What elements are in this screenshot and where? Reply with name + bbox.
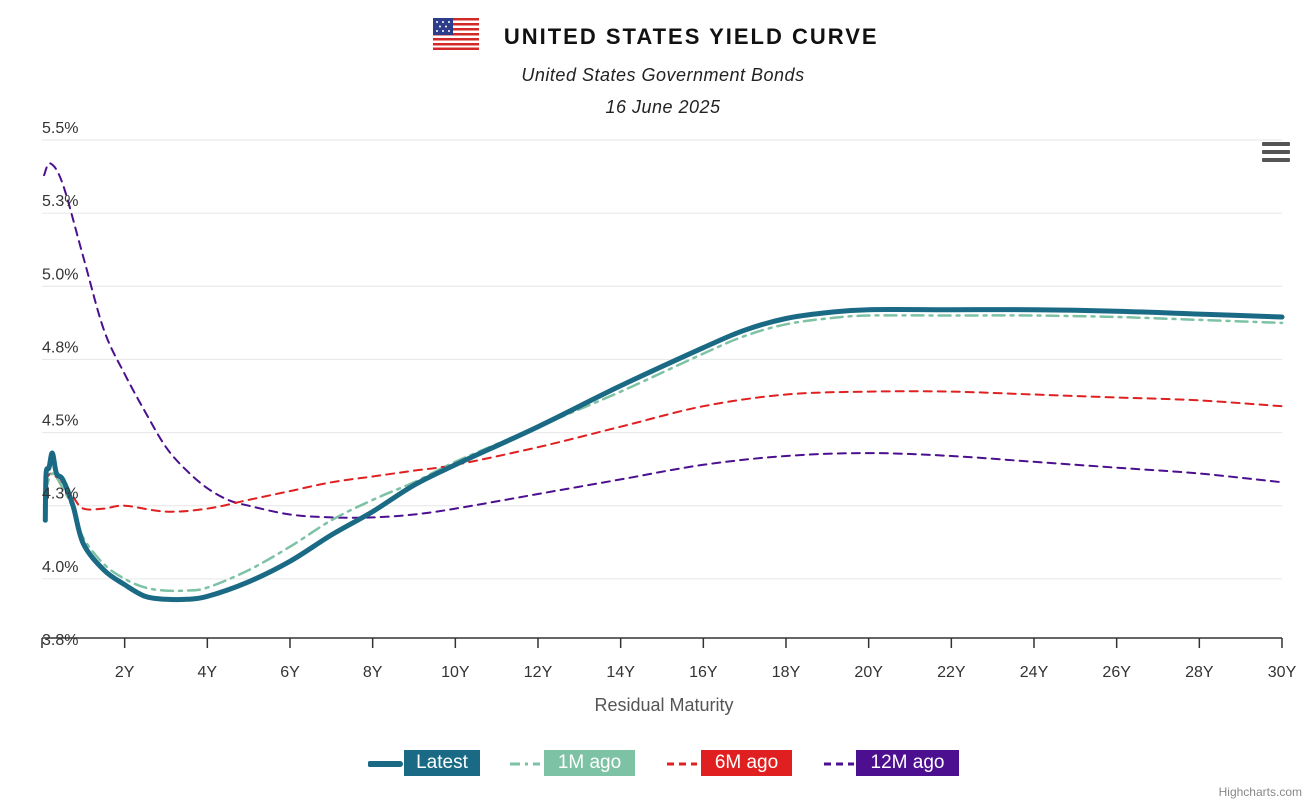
y-axis-labels: 3.8% 4.0% 4.3% 4.5% 4.8% 5.0% 5.3% 5.5% — [42, 120, 78, 649]
legend-label-6m-ago: 6M ago — [701, 750, 792, 776]
x-axis-title: Residual Maturity — [594, 695, 733, 715]
x-tick-label: 4Y — [198, 664, 218, 681]
x-tick-label: 24Y — [1020, 664, 1049, 681]
x-tick-label: 30Y — [1268, 664, 1297, 681]
legend-item-1m-ago[interactable]: 1M ago — [508, 748, 635, 778]
legend-item-latest[interactable]: Latest — [368, 748, 480, 778]
series-lines — [42, 162, 1285, 603]
series-line-latest[interactable] — [42, 306, 1285, 603]
legend-symbol-6m-ago — [667, 762, 697, 766]
x-axis: 2Y 4Y 6Y 8Y 10Y 12Y 14Y 16Y 18Y 20Y 22Y 24Y 26Y 28Y 30… — [41, 637, 1297, 681]
y-tick-label: 4.8% — [42, 339, 78, 356]
x-tick-label: 12Y — [524, 664, 553, 681]
x-tick-label: 8Y — [363, 664, 383, 681]
y-tick-label: 4.5% — [42, 413, 78, 430]
x-tick-label: 14Y — [606, 664, 635, 681]
x-tick-label: 18Y — [772, 664, 801, 681]
series-line-6m-ago[interactable] — [44, 390, 1283, 513]
chart-legend: Latest 1M ago 6M ago 12M ago — [0, 748, 1312, 778]
x-tick-label: 20Y — [854, 664, 883, 681]
chart-date: 16 June 2025 — [605, 97, 721, 117]
legend-label-latest: Latest — [404, 750, 480, 776]
legend-label-12m-ago: 12M ago — [856, 750, 959, 776]
series-line-1m-ago[interactable] — [44, 314, 1284, 593]
legend-symbol-1m-ago — [510, 762, 540, 766]
series-line-12m-ago[interactable] — [43, 162, 1283, 519]
hamburger-menu-icon[interactable] — [1262, 142, 1290, 166]
legend-label-1m-ago: 1M ago — [544, 750, 635, 776]
x-tick-label: 16Y — [689, 664, 718, 681]
y-tick-label: 5.5% — [42, 120, 78, 137]
x-tick-label: 2Y — [115, 664, 135, 681]
y-tick-label: 4.0% — [42, 559, 78, 576]
legend-item-12m-ago[interactable]: 12M ago — [822, 748, 959, 778]
y-tick-label: 5.0% — [42, 266, 78, 283]
legend-symbol-latest — [368, 761, 403, 767]
y-tick-label: 3.8% — [42, 632, 78, 649]
x-tick-label: 28Y — [1185, 664, 1214, 681]
legend-item-6m-ago[interactable]: 6M ago — [665, 748, 792, 778]
x-tick-label: 22Y — [937, 664, 966, 681]
grid-lines — [42, 139, 1282, 580]
chart-subtitle: United States Government Bonds — [521, 65, 805, 85]
chart-title: UNITED STATES YIELD CURVE — [503, 23, 879, 49]
x-tick-label: 10Y — [441, 664, 470, 681]
us-flag-icon — [433, 18, 480, 55]
y-tick-label: 5.3% — [42, 193, 78, 210]
legend-symbol-12m-ago — [824, 762, 854, 766]
credits-link[interactable]: Highcharts.com — [1218, 785, 1302, 799]
y-tick-label: 4.3% — [42, 486, 78, 503]
x-tick-label: 6Y — [280, 664, 300, 681]
chart-header: UNITED STATES YIELD CURVE — [0, 18, 1312, 55]
x-tick-label: 26Y — [1102, 664, 1131, 681]
